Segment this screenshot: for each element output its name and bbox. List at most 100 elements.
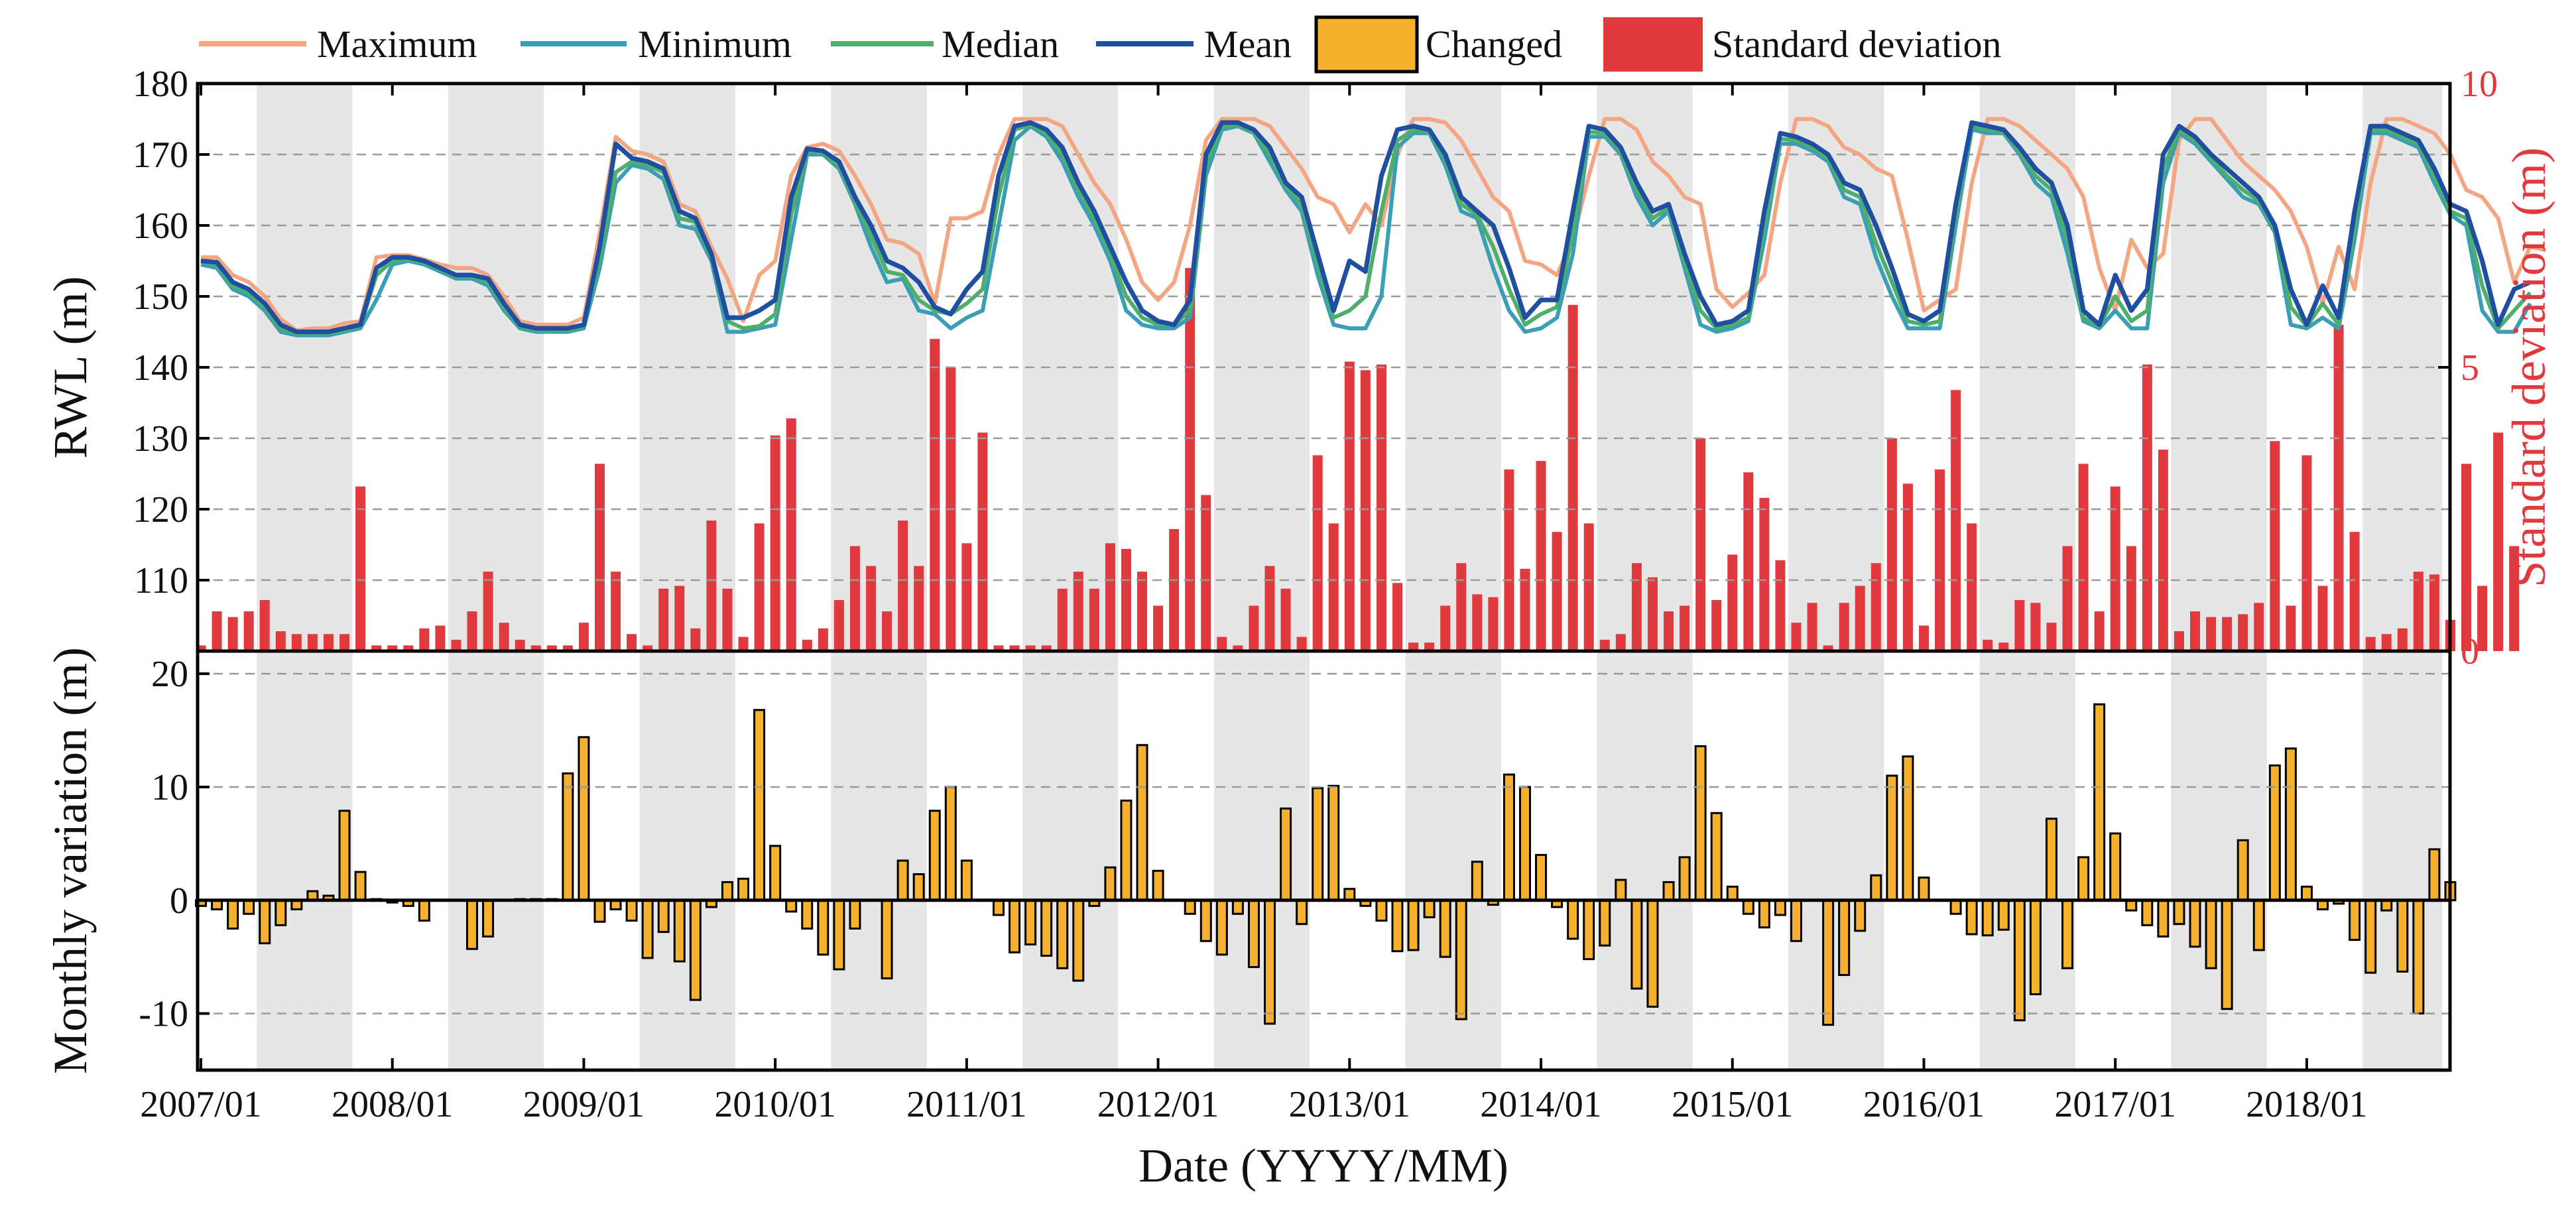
std-bar [2397, 628, 2408, 651]
changed-bar [1774, 899, 1786, 916]
std-bar [1839, 603, 1849, 651]
changed-bar [1056, 899, 1069, 969]
std-bar [1089, 588, 1099, 651]
changed-bar [1662, 880, 1675, 902]
std-bar [530, 645, 541, 651]
std-bar [1009, 645, 1020, 651]
std-bar [196, 645, 206, 651]
std-bar [1440, 605, 1451, 651]
std-bar [993, 645, 1004, 651]
changed-bar [1678, 856, 1691, 902]
std-bar [1504, 469, 1514, 651]
std-bar [1918, 625, 1929, 651]
changed-bar [1264, 899, 1276, 1025]
std-bar [849, 546, 860, 651]
std-bar [658, 588, 669, 651]
std-bar [1664, 611, 1674, 651]
legend-label-mean: Mean [1204, 23, 1292, 66]
ticks-and-labels: 110 120 130 140 150 160 170 180 0 5 10 -10 0 10 20 2007… [133, 64, 2498, 1125]
std-bar [483, 572, 493, 651]
std-bar [786, 418, 796, 651]
x-tick-label: 2015/01 [1672, 1084, 1794, 1125]
std-bar [1344, 361, 1355, 651]
std-bar [1424, 642, 1435, 651]
changed-bar [338, 810, 351, 902]
std-bar [2094, 611, 2105, 651]
changed-bar [1599, 899, 1611, 947]
changed-bar [1742, 899, 1754, 915]
changed-bar [2349, 899, 2361, 941]
changed-bar [896, 859, 909, 902]
changed-bar [1838, 899, 1851, 977]
std-bar [1567, 304, 1578, 652]
changed-bar [2173, 899, 2185, 926]
changed-bar [2109, 832, 2122, 902]
std-bar [1680, 605, 1690, 651]
std-bar [818, 628, 828, 651]
x-tick-label: 2013/01 [1289, 1084, 1411, 1125]
changed-bar [1646, 899, 1659, 1008]
std-bar [882, 611, 892, 651]
std-bar [403, 645, 414, 651]
rwl-tick-label: 180 [133, 64, 188, 105]
std-bar [2142, 364, 2152, 651]
std-bar [419, 628, 430, 651]
changed-bar [1407, 899, 1420, 951]
changed-bar [1630, 899, 1643, 990]
changed-bar [1280, 807, 1292, 902]
x-tick-label: 2007/01 [140, 1084, 262, 1125]
changed-bar [2093, 703, 2106, 902]
std-bar [1105, 543, 1115, 651]
std-bar [1983, 639, 1993, 651]
changed-bar [1439, 899, 1451, 958]
std-bar [355, 486, 366, 651]
std-bar [1057, 588, 1068, 651]
std-bar [515, 639, 525, 651]
std-bar [2429, 574, 2439, 651]
series-line-mean [200, 120, 2532, 334]
std-bar [387, 645, 398, 651]
changed-bar [833, 899, 845, 971]
changed-bar [1215, 899, 1228, 956]
changed-bar [1790, 899, 1802, 942]
std-bar [1392, 583, 1402, 651]
changed-bar [1615, 879, 1627, 902]
changed-bar [689, 899, 702, 1001]
variation-tick-label: 0 [170, 880, 188, 922]
std-bar [1456, 563, 1467, 651]
std-bar [339, 634, 350, 651]
changed-bar [466, 899, 479, 950]
std-bar [930, 339, 940, 651]
changed-bar [817, 899, 829, 956]
legend-label-minimum: Minimum [638, 23, 792, 66]
std-bar [435, 625, 446, 651]
std-bar [259, 599, 270, 651]
changed-bar [1518, 786, 1531, 902]
std-bar [2477, 585, 2488, 651]
changed-bar [593, 899, 606, 923]
season-band [1213, 84, 1310, 1070]
changed-bar [944, 786, 957, 902]
std-bar [1041, 645, 1052, 651]
std-bar [2174, 631, 2184, 651]
std-bar [1488, 597, 1499, 651]
std-bar [2030, 603, 2041, 651]
std-bar [2301, 455, 2312, 651]
changed-bar [578, 736, 590, 902]
std-bar [1408, 642, 1419, 651]
std-bar [2509, 546, 2520, 651]
legend-swatch-std [1603, 17, 1703, 72]
changed-bar [275, 899, 287, 926]
std-bar [898, 520, 908, 651]
changed-bar [1694, 745, 1707, 902]
std-bar [1520, 568, 1530, 651]
std-bar [627, 634, 637, 651]
std-bar [291, 634, 302, 651]
std-bar [451, 639, 461, 651]
std-bar [1886, 438, 1897, 651]
variation-tick-label: 20 [151, 654, 188, 695]
rwl-tick-label: 130 [133, 418, 188, 459]
changed-bar [2428, 848, 2441, 902]
std-bar [2206, 617, 2217, 651]
bottom-panel-frame [196, 649, 2452, 1072]
